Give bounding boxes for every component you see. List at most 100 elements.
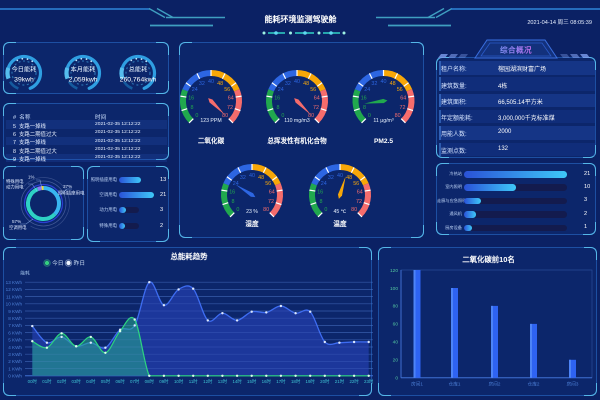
svg-text:56: 56 xyxy=(310,87,316,93)
svg-text:100: 100 xyxy=(390,286,398,292)
svg-text:15时: 15时 xyxy=(247,378,257,384)
svg-text:80: 80 xyxy=(222,113,228,119)
svg-text:32: 32 xyxy=(285,81,291,87)
svg-text:01时: 01时 xyxy=(42,378,52,384)
svg-text:24: 24 xyxy=(192,87,198,93)
svg-text:本月能耗: 本月能耗 xyxy=(71,66,96,74)
svg-text:32: 32 xyxy=(371,81,377,87)
svg-text:23时: 23时 xyxy=(364,378,373,384)
svg-text:0: 0 xyxy=(281,113,284,119)
svg-text:64: 64 xyxy=(357,190,363,196)
svg-text:16时: 16时 xyxy=(262,378,272,384)
svg-text:48: 48 xyxy=(217,81,223,87)
svg-text:72: 72 xyxy=(356,199,362,205)
svg-text:56: 56 xyxy=(224,87,230,93)
svg-text:今日能耗: 今日能耗 xyxy=(12,66,37,74)
svg-text:24: 24 xyxy=(278,87,284,93)
svg-text:16: 16 xyxy=(229,190,235,196)
svg-text:05时: 05时 xyxy=(101,378,111,384)
svg-text:16: 16 xyxy=(188,96,194,102)
svg-text:2,059kwh: 2,059kwh xyxy=(68,77,97,84)
svg-text:14时: 14时 xyxy=(232,378,242,384)
svg-text:23 %: 23 % xyxy=(246,209,258,215)
svg-text:湿度: 湿度 xyxy=(245,219,259,228)
svg-text:20: 20 xyxy=(393,358,399,364)
svg-text:40: 40 xyxy=(381,79,387,85)
svg-text:04时: 04时 xyxy=(86,378,96,384)
svg-text:40: 40 xyxy=(294,79,300,85)
svg-text:80: 80 xyxy=(351,207,357,213)
svg-text:19时: 19时 xyxy=(306,378,316,384)
svg-text:48: 48 xyxy=(346,175,352,181)
svg-text:17时: 17时 xyxy=(276,378,286,384)
svg-text:37%: 37% xyxy=(63,184,72,189)
svg-text:2 KWh: 2 KWh xyxy=(8,359,22,364)
svg-text:3 KWh: 3 KWh xyxy=(8,352,22,357)
svg-text:32: 32 xyxy=(328,175,334,181)
svg-text:18时: 18时 xyxy=(291,378,301,384)
svg-text:60: 60 xyxy=(393,322,399,328)
svg-text:48: 48 xyxy=(258,175,264,181)
svg-text:13时: 13时 xyxy=(218,378,228,384)
svg-text:21时: 21时 xyxy=(335,378,345,384)
svg-text:80: 80 xyxy=(308,113,314,119)
svg-text:综合概况: 综合概况 xyxy=(500,45,532,55)
svg-text:16: 16 xyxy=(361,96,367,102)
svg-text:57%: 57% xyxy=(12,219,21,224)
svg-text:02时: 02时 xyxy=(57,378,67,384)
svg-text:56: 56 xyxy=(353,181,359,187)
svg-text:03时: 03时 xyxy=(72,378,82,384)
svg-text:总能耗: 总能耗 xyxy=(129,66,148,74)
svg-text:总能耗趋势: 总能耗趋势 xyxy=(171,252,209,261)
svg-text:0: 0 xyxy=(195,113,198,119)
svg-text:64: 64 xyxy=(400,96,406,102)
svg-text:80: 80 xyxy=(393,304,399,310)
svg-text:6 KWh: 6 KWh xyxy=(8,330,22,335)
svg-text:16: 16 xyxy=(274,96,280,102)
svg-text:64: 64 xyxy=(314,96,320,102)
svg-text:00时: 00时 xyxy=(28,378,38,384)
svg-text:40: 40 xyxy=(337,173,343,179)
svg-text:0: 0 xyxy=(236,207,239,213)
svg-text:16: 16 xyxy=(317,190,323,196)
svg-text:动力用电: 动力用电 xyxy=(6,184,24,191)
svg-text:72: 72 xyxy=(400,105,406,111)
svg-text:24: 24 xyxy=(364,87,370,93)
svg-text:5 KWh: 5 KWh xyxy=(8,338,22,343)
svg-text:80: 80 xyxy=(395,113,401,119)
svg-text:10 KWh: 10 KWh xyxy=(6,302,23,307)
svg-text:11 KWh: 11 KWh xyxy=(6,294,22,299)
svg-text:8: 8 xyxy=(232,199,235,205)
svg-text:温度: 温度 xyxy=(333,219,347,228)
svg-text:48: 48 xyxy=(390,81,396,87)
svg-text:72: 72 xyxy=(227,105,233,111)
svg-text:72: 72 xyxy=(313,105,319,111)
svg-text:260,764kwh: 260,764kwh xyxy=(120,77,157,84)
svg-text:32: 32 xyxy=(240,175,246,181)
svg-text:64: 64 xyxy=(269,190,275,196)
svg-text:仓库2: 仓库2 xyxy=(528,380,540,387)
svg-text:24: 24 xyxy=(321,181,327,187)
svg-text:8: 8 xyxy=(277,105,280,111)
svg-text:64: 64 xyxy=(228,96,234,102)
svg-text:9 KWh: 9 KWh xyxy=(8,309,22,314)
svg-text:72: 72 xyxy=(268,199,274,205)
svg-text:房间1: 房间1 xyxy=(411,380,423,387)
svg-text:8: 8 xyxy=(363,105,366,111)
svg-text:房间3: 房间3 xyxy=(567,380,579,387)
svg-text:80: 80 xyxy=(263,207,269,213)
svg-text:1 KWh: 1 KWh xyxy=(8,366,22,371)
svg-text:22时: 22时 xyxy=(349,378,359,384)
svg-text:40: 40 xyxy=(249,173,255,179)
svg-text:120: 120 xyxy=(390,268,398,274)
svg-text:PM2.5: PM2.5 xyxy=(374,138,393,145)
svg-text:07时: 07时 xyxy=(130,378,140,384)
svg-text:0: 0 xyxy=(368,113,371,119)
svg-text:0 KWh: 0 KWh xyxy=(8,374,22,379)
svg-text:13 KWh: 13 KWh xyxy=(6,280,23,285)
svg-text:48: 48 xyxy=(303,81,309,87)
svg-text:仓库1: 仓库1 xyxy=(449,380,461,387)
svg-text:0: 0 xyxy=(395,376,398,382)
svg-text:12时: 12时 xyxy=(203,378,213,384)
svg-text:123 PPM: 123 PPM xyxy=(200,118,221,124)
